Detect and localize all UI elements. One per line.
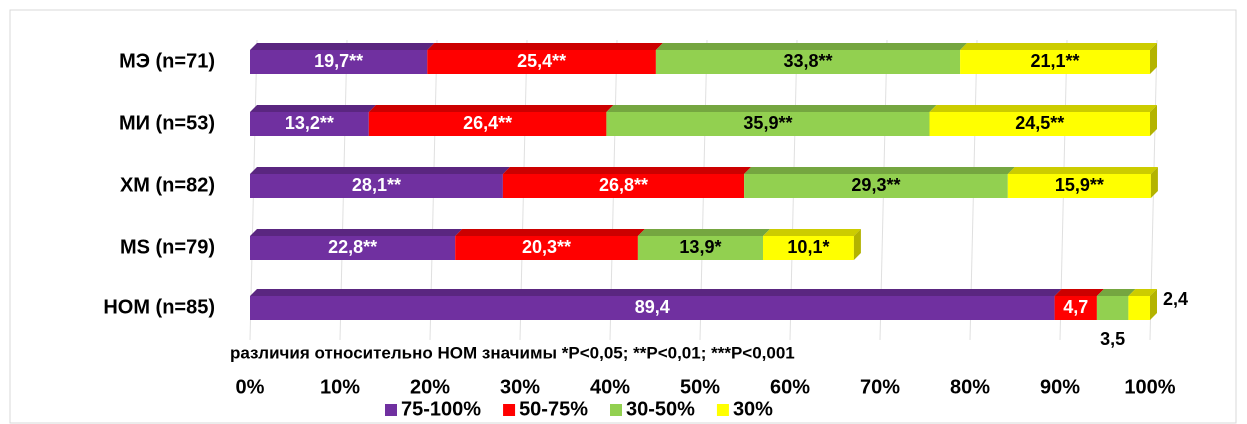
value-label: 21,1** [1031,51,1080,71]
value-label: 20,3** [522,237,571,257]
bar-segment [1007,167,1158,198]
bar-segment [763,229,861,260]
bar-segment [637,229,770,260]
value-label: 35,9** [743,113,792,133]
x-tick-label: 0% [236,376,265,398]
x-tick-label: 80% [950,376,990,398]
bar-segment [250,105,376,136]
x-tick-label: 50% [680,376,720,398]
category-label: MS (n=79) [120,236,215,258]
x-tick-label: 40% [590,376,630,398]
value-label: 26,8** [599,175,648,195]
legend-swatch [385,404,397,416]
x-tick-label: 100% [1124,376,1175,398]
bar-segment [502,167,752,198]
x-tick-label: 90% [1040,376,1080,398]
bar-segment [250,229,463,260]
annotation: различия относительно НОМ значимы *P<0,0… [230,343,795,362]
x-tick-label: 10% [320,376,360,398]
legend-label: 50-75% [519,398,588,420]
value-label: 4,7 [1063,297,1088,317]
value-label: 89,4 [635,297,670,317]
legend-swatch [716,404,729,416]
chart-frame [9,9,1237,424]
value-label: 13,9* [679,237,721,257]
bar-segment [427,43,663,74]
legend-swatch [503,404,516,416]
x-tick-label: 70% [860,376,900,398]
value-label: 28,1** [352,175,401,195]
legend-label: 30-50% [626,398,695,420]
value-label: 25,4** [517,51,566,71]
x-tick-label: 60% [770,376,810,398]
category-label: МИ (n=53) [119,112,215,134]
category-label: НОМ (n=85) [103,296,215,318]
value-label: 10,1* [787,237,829,257]
legend-label: 30% [733,398,773,420]
bar-segment [1128,289,1157,320]
value-label: 26,4** [463,113,512,133]
value-label: 15,9** [1055,175,1104,195]
legend-label: 75-100% [401,398,481,420]
bar-segment [368,105,614,136]
value-label: 19,7** [314,51,363,71]
bar-segment [606,105,937,136]
bar-segment [744,167,1015,198]
value-label: 33,8** [783,51,832,71]
bar-segment [960,43,1157,74]
value-label: 3,5 [1100,329,1125,349]
category-label: МЭ (n=71) [119,50,215,72]
bar-segment [1096,289,1136,320]
bar-segment [455,229,645,260]
x-tick-label: 20% [410,376,450,398]
bar-segment [1054,289,1104,320]
value-label: 13,2** [285,113,334,133]
value-label: 2,4 [1163,289,1188,309]
category-label: ХМ (n=82) [120,174,215,196]
value-label: 22,8** [328,237,377,257]
value-label: 24,5** [1015,113,1064,133]
x-tick-label: 30% [500,376,540,398]
legend-swatch [610,404,622,416]
bar-segment [250,43,435,74]
value-label: 29,3** [851,175,900,195]
bar-segment [250,289,1062,320]
bar-segment [250,167,510,198]
bar-segment [655,43,968,74]
bar-segment [929,105,1157,136]
